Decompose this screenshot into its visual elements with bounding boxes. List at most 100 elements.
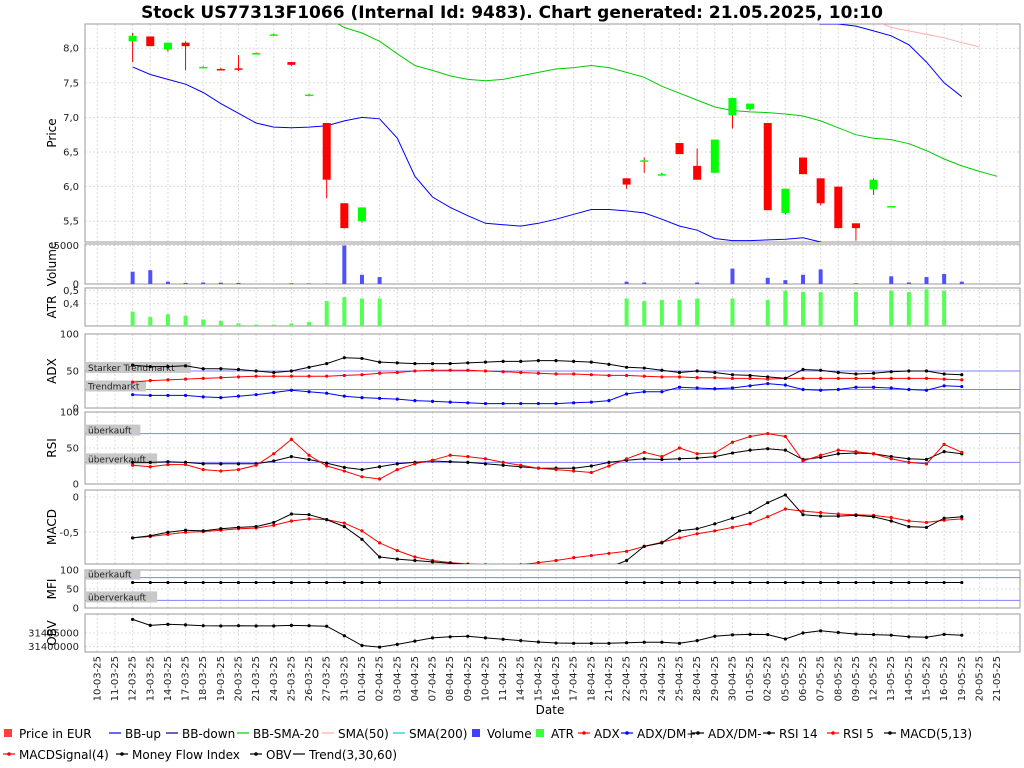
obv-line-point — [960, 633, 964, 637]
adx-dmminus-line-point — [766, 375, 770, 379]
adx-dmplus-line-point — [430, 399, 435, 403]
candle-body — [234, 68, 243, 70]
rsi5-line-point — [342, 469, 346, 473]
date-tick-label: 20-03-25 — [233, 656, 244, 701]
volume-bar — [130, 271, 135, 284]
volume-bar — [695, 282, 700, 284]
price-tick-label: 8,0 — [63, 44, 79, 55]
adx-dmplus-line-point — [131, 393, 135, 397]
mfi-line-point — [871, 580, 876, 585]
obv-line-point — [660, 640, 664, 644]
rsi14-line-point — [201, 462, 205, 466]
legend-label: Price in EUR — [19, 727, 92, 741]
x-axis-title: Date — [536, 703, 565, 717]
price-series — [128, 24, 998, 242]
mfi-line-point — [307, 580, 311, 585]
adx-line-point — [766, 377, 770, 381]
mfi-line-point — [183, 580, 188, 585]
adx-line-point — [889, 376, 893, 380]
macd-line-point — [395, 557, 399, 561]
obv-line-point — [572, 641, 576, 645]
adx-dmplus-line-point — [942, 384, 946, 388]
mfi-line-point — [695, 580, 699, 585]
macd-line-point — [889, 519, 893, 523]
adx-dmminus-line-point — [871, 371, 876, 375]
obv-line — [132, 618, 962, 648]
adx-line-point — [907, 376, 911, 380]
mfi-tick-label: 100 — [60, 566, 79, 577]
macd-signal-line-point — [801, 509, 805, 513]
adx-dmminus-line-point — [519, 359, 523, 363]
adx-dmplus-line-point — [448, 400, 452, 404]
rsi5-line-point — [254, 463, 258, 467]
date-tick-label: 21-03-25 — [251, 656, 262, 701]
atr-bar — [906, 291, 911, 326]
obv-line-point — [148, 623, 152, 628]
rsi14-line-point — [942, 450, 946, 454]
obv-line-point — [607, 641, 611, 645]
legend-label: BB-up — [125, 727, 161, 741]
legend-label: ADX — [594, 727, 620, 741]
obv-line-point — [554, 641, 558, 645]
adx-dmminus-line-point — [272, 370, 276, 375]
candle-body — [728, 98, 737, 116]
rsi14-line-point — [695, 456, 699, 460]
obv-line-point — [272, 624, 276, 628]
atr-bar — [818, 291, 823, 326]
adx-line-point — [554, 372, 558, 376]
rsi14-line-point — [378, 465, 382, 469]
date-tick-label: 27-03-25 — [322, 656, 333, 701]
macd-signal-line-point — [713, 529, 717, 533]
obv-line-point — [924, 635, 929, 639]
adx-dmminus-line-point — [360, 356, 364, 361]
rsi5-line-point — [854, 450, 858, 454]
macd-line-point — [854, 513, 858, 517]
candle-body — [181, 42, 190, 47]
adx-dmplus-line-point — [624, 392, 629, 396]
date-tick-label: 02-04-25 — [375, 656, 386, 701]
rsi5-line-point — [554, 468, 558, 472]
rsi5-line-point — [536, 466, 540, 470]
date-tick-label: 14-04-25 — [516, 656, 527, 701]
obv-tick-label: 31405000 — [28, 629, 79, 640]
chart-panels: 8,07,57,06,56,05,5Price50000Volume0,50,4… — [28, 23, 1021, 653]
macd-frame — [84, 489, 1021, 565]
volume-bar — [201, 282, 206, 284]
macd-line-point — [131, 536, 135, 540]
adx-line-point — [589, 373, 593, 377]
adx-dmminus-line-point — [589, 360, 593, 364]
mfi-line-point — [713, 580, 717, 585]
macd-line-point — [254, 525, 258, 529]
adx-level-label-bg — [86, 380, 146, 392]
candle-body — [781, 188, 790, 213]
rsi14-line-point — [448, 460, 452, 464]
obv-line-point — [325, 624, 329, 628]
rsi5-line-point — [748, 434, 752, 439]
date-tick-label: 21-05-25 — [992, 656, 1003, 701]
rsi5-line-point — [960, 450, 964, 454]
legend-item: BB-up — [109, 727, 161, 741]
atr-bar — [130, 311, 135, 326]
legend-item: RSI 5 — [827, 727, 874, 741]
mfi-line-point — [801, 580, 805, 585]
mfi-line-point — [360, 580, 364, 585]
obv-line-point — [536, 640, 540, 644]
obv-line-point — [236, 624, 241, 628]
price-frame — [84, 23, 1021, 243]
macd-signal-line-point — [289, 519, 294, 523]
macd-line-point — [607, 566, 610, 569]
adx-line-point — [942, 377, 946, 381]
adx-dmplus-line-point — [325, 391, 329, 395]
rsi14-line-point — [572, 466, 576, 470]
candle-body — [763, 122, 772, 211]
adx-dmminus-line-point — [430, 362, 435, 366]
mfi-line-point — [660, 580, 664, 585]
candle-body — [340, 203, 349, 229]
mfi-line-point — [836, 580, 840, 585]
rsi5-line-point — [766, 432, 770, 436]
adx-dmplus-line-point — [519, 401, 523, 406]
macd-line-point — [325, 518, 329, 522]
rsi5-line-point — [307, 453, 311, 457]
candle-body — [146, 36, 155, 47]
